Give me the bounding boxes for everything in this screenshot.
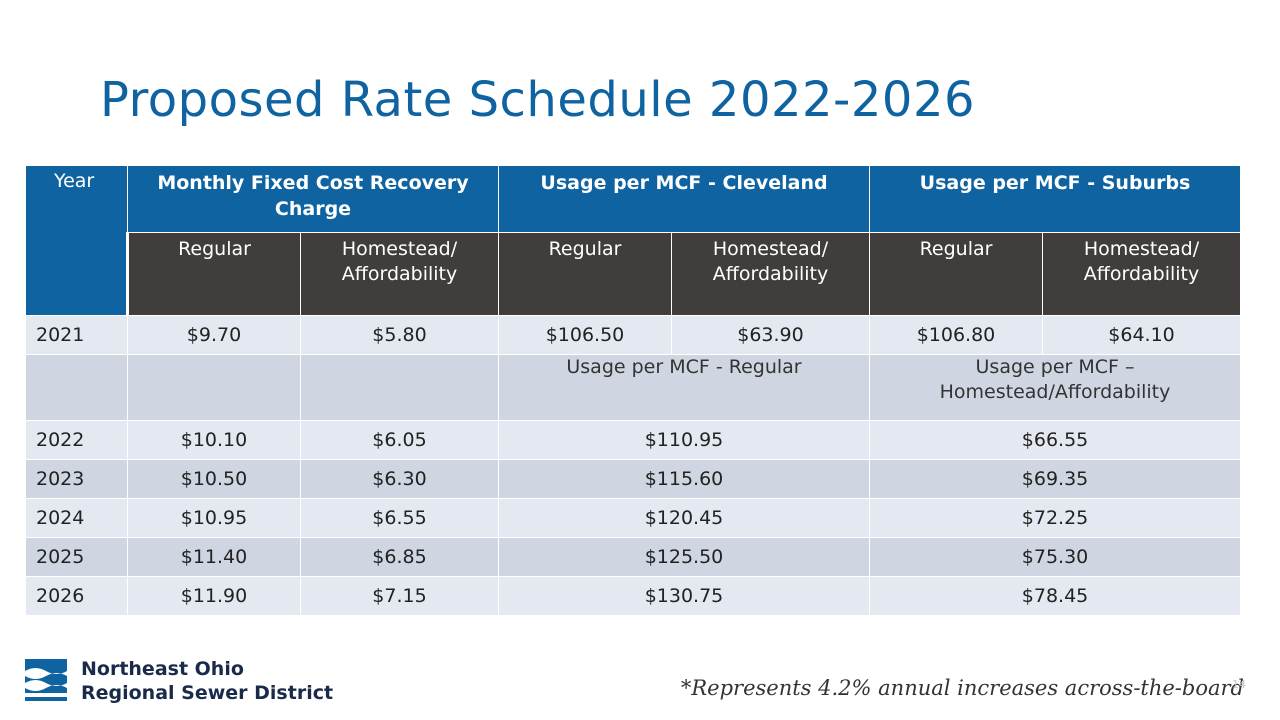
usage-regular-cell: $110.95 [498,420,870,460]
fixed-regular-cell: $10.50 [127,459,301,499]
logo-text: Northeast Ohio Regional Sewer District [81,657,333,705]
water-waves-icon [25,659,67,701]
logo-line-1: Northeast Ohio [81,658,244,680]
subheader-suburbs-homestead: Homestead/ Affordability [1041,232,1242,316]
fixed-homestead-cell: $6.05 [300,420,499,460]
header-usage-suburbs: Usage per MCF - Suburbs [868,165,1242,233]
fixed-homestead-cell: $7.15 [300,576,499,616]
usage-homestead-cell: $66.55 [868,420,1242,460]
usage-regular-cell: $120.45 [498,498,870,538]
empty-cell [300,354,499,421]
header-year: Year [25,165,128,316]
year-cell: 2022 [25,420,128,460]
usage-regular-cell: $130.75 [498,576,870,616]
fixed-regular-cell: $10.10 [127,420,301,460]
empty-cell [127,354,301,421]
usage-regular-subheader: Usage per MCF - Regular [498,354,870,421]
fixed-homestead-cell: $5.80 [300,315,499,355]
usage-homestead-cell: $78.45 [868,576,1242,616]
fixed-regular-cell: $11.90 [127,576,301,616]
fixed-homestead-cell: $6.30 [300,459,499,499]
usage-regular-cell: $115.60 [498,459,870,499]
usage-homestead-cell: $69.35 [868,459,1242,499]
fixed-regular-cell: $10.95 [127,498,301,538]
year-cell: 2025 [25,537,128,577]
fixed-homestead-cell: $6.85 [300,537,499,577]
subheader-cleveland-homestead: Homestead/ Affordability [671,232,870,316]
suburbs-homestead-cell: $64.10 [1041,315,1242,355]
subheader-cleveland-regular: Regular [498,232,672,316]
rate-schedule-table: Year Monthly Fixed Cost Recovery Charge … [25,165,1242,616]
subheader-row: Usage per MCF - Regular Usage per MCF – … [25,354,1242,421]
year-cell: 2021 [25,315,128,355]
suburbs-regular-cell: $106.80 [869,315,1043,355]
table-row: 2025 $11.40 $6.85 $125.50 $75.30 [25,537,1242,577]
usage-homestead-cell: $75.30 [868,537,1242,577]
fixed-regular-cell: $9.70 [127,315,301,355]
table-row: 2022 $10.10 $6.05 $110.95 $66.55 [25,420,1242,460]
empty-cell [25,354,128,421]
header-fixed-charge: Monthly Fixed Cost Recovery Charge [127,165,499,233]
usage-regular-cell: $125.50 [498,537,870,577]
footnote: *Represents 4.2% annual increases across… [680,676,1244,700]
table-row: 2026 $11.90 $7.15 $130.75 $78.45 [25,576,1242,616]
subheader-suburbs-regular: Regular [869,232,1043,316]
neorsd-logo: Northeast Ohio Regional Sewer District [25,657,333,705]
header-usage-cleveland: Usage per MCF - Cleveland [498,165,870,233]
year-cell: 2026 [25,576,128,616]
cleveland-homestead-cell: $63.90 [671,315,870,355]
subheader-fixed-homestead: Homestead/ Affordability [300,232,499,316]
fixed-homestead-cell: $6.55 [300,498,499,538]
subheader-fixed-regular: Regular [126,232,301,316]
cleveland-regular-cell: $106.50 [498,315,672,355]
usage-homestead-subheader: Usage per MCF – Homestead/Affordability [868,354,1242,421]
page-number: 14 [1232,678,1246,691]
table-row: 2024 $10.95 $6.55 $120.45 $72.25 [25,498,1242,538]
logo-line-2: Regional Sewer District [81,682,334,704]
table-row: 2021 $9.70 $5.80 $106.50 $63.90 $106.80 … [25,315,1242,355]
fixed-regular-cell: $11.40 [127,537,301,577]
usage-homestead-cell: $72.25 [868,498,1242,538]
table-row: 2023 $10.50 $6.30 $115.60 $69.35 [25,459,1242,499]
year-cell: 2023 [25,459,128,499]
slide-title: Proposed Rate Schedule 2022-2026 [100,72,976,128]
year-cell: 2024 [25,498,128,538]
